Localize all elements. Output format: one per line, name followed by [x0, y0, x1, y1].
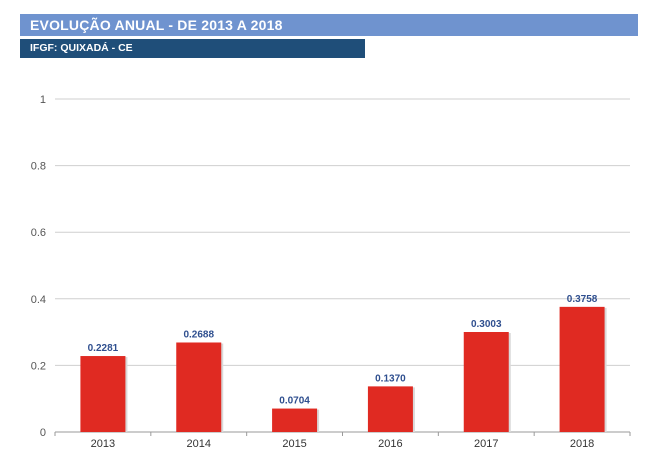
x-tick-label: 2014	[187, 438, 211, 450]
x-tick-label: 2017	[474, 438, 498, 450]
x-tick-label: 2018	[570, 438, 594, 450]
data-label: 0.3758	[567, 294, 598, 305]
bar	[176, 342, 222, 432]
y-tick-label: 0.2	[31, 360, 46, 372]
x-tick-label: 2016	[378, 438, 402, 450]
data-label: 0.0704	[279, 396, 310, 407]
data-label: 0.2281	[88, 343, 119, 354]
y-tick-label: 0.6	[31, 227, 46, 239]
x-tick-label: 2013	[91, 438, 115, 450]
bar	[559, 306, 605, 432]
y-tick-label: 0.4	[31, 294, 46, 306]
y-tick-label: 0.8	[31, 161, 46, 173]
y-tick-label: 0	[40, 427, 46, 439]
chart-title: EVOLUÇÃO ANUAL - DE 2013 A 2018	[20, 14, 638, 36]
data-label: 0.2688	[183, 329, 214, 340]
x-tick-label: 2015	[282, 438, 306, 450]
bar	[272, 408, 318, 432]
bar	[80, 356, 126, 432]
bar	[463, 332, 509, 432]
chart-subtitle: IFGF: QUIXADÁ - CE	[20, 39, 365, 58]
bar	[367, 386, 413, 432]
data-label: 0.1370	[375, 373, 406, 384]
data-label: 0.3003	[471, 319, 502, 330]
y-tick-label: 1	[40, 94, 46, 106]
